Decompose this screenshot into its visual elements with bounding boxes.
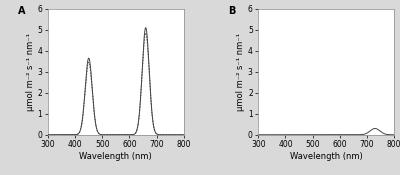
Text: A: A (18, 6, 26, 16)
Y-axis label: μmol m⁻² s⁻¹ nm⁻¹: μmol m⁻² s⁻¹ nm⁻¹ (236, 33, 245, 111)
X-axis label: Wavelength (nm): Wavelength (nm) (80, 152, 152, 161)
Y-axis label: μmol m⁻² s⁻¹ nm⁻¹: μmol m⁻² s⁻¹ nm⁻¹ (26, 33, 35, 111)
Text: B: B (228, 6, 236, 16)
X-axis label: Wavelength (nm): Wavelength (nm) (290, 152, 362, 161)
